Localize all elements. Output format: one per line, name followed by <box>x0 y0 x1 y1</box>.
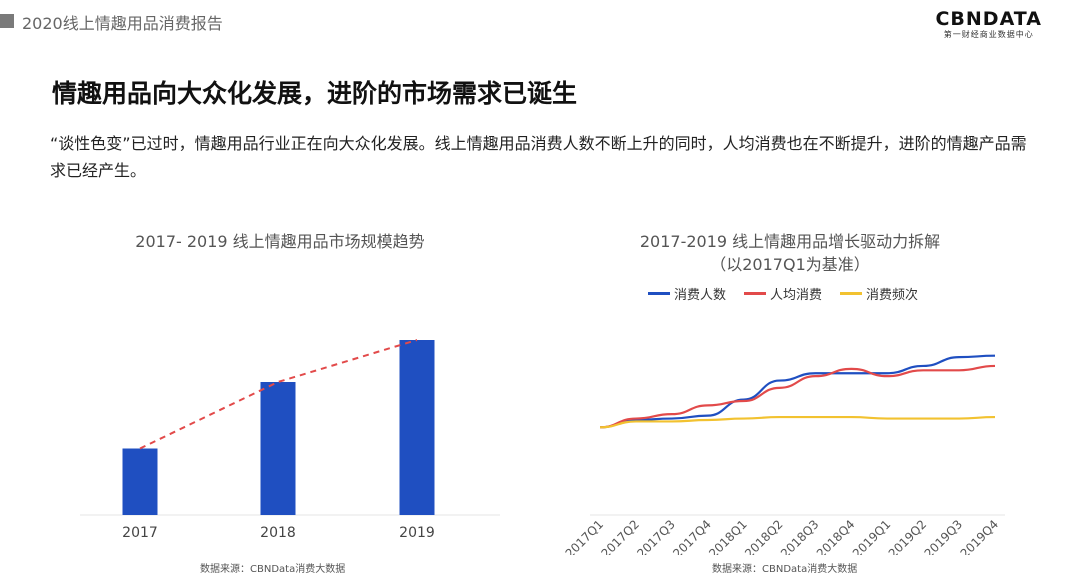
page-title: 情趣用品向大众化发展，进阶的市场需求已诞生 <box>52 79 578 108</box>
bar-tick-label: 2018 <box>260 525 296 541</box>
bar-chart-source: 数据来源：CBNData消费大数据 <box>200 564 346 575</box>
series-line-1 <box>599 364 996 429</box>
line-chart-legend: 消费人数 人均消费 消费频次 <box>648 284 918 303</box>
legend-swatch-frequency <box>840 292 863 295</box>
legend-label-frequency: 消费频次 <box>866 288 919 303</box>
legend-label-people: 消费人数 <box>674 288 727 303</box>
line-chart-source: 数据来源：CBNData消费大数据 <box>712 564 858 575</box>
legend-item-frequency: 消费频次 <box>840 284 918 303</box>
series-line-0 <box>599 354 996 429</box>
legend-label-per-capita: 人均消费 <box>770 288 823 303</box>
legend-item-people: 消费人数 <box>648 284 726 303</box>
header-square <box>0 14 14 28</box>
cbndata-logo: CBNDATA 第一财经商业数据中心 <box>935 8 1042 40</box>
report-title: 2020线上情趣用品消费报告 <box>22 14 223 33</box>
bar-2017 <box>122 448 158 515</box>
logo-subtext: 第一财经商业数据中心 <box>943 30 1034 39</box>
bar-chart-title: 2017- 2019 线上情趣用品市场规模趋势 <box>135 232 425 251</box>
bar-tick-label: 2019 <box>399 525 435 541</box>
bar-2019 <box>399 340 435 515</box>
description-text: “谈性色变”已过时，情趣用品行业正在向大众化发展。线上情趣用品消费人数不断上升的… <box>50 134 1027 180</box>
bar-2018 <box>260 382 296 515</box>
bar-tick-label: 2017 <box>122 525 158 541</box>
legend-swatch-per-capita <box>744 292 767 295</box>
legend-swatch-people <box>648 292 670 295</box>
line-chart-title: 2017-2019 线上情趣用品增长驱动力拆解 <box>639 232 941 251</box>
line-chart-subtitle: （以2017Q1为基准） <box>710 255 870 274</box>
line-chart: 2017Q12017Q22017Q32017Q42018Q12018Q22018… <box>563 354 1005 555</box>
series-line-2 <box>599 415 996 429</box>
bar-chart: 2017 2018 2019 <box>80 339 500 541</box>
line-tick-label: 2019Q4 <box>958 517 1002 555</box>
legend-item-per-capita: 人均消费 <box>744 284 822 303</box>
logo-text: CBNDATA <box>935 8 1042 30</box>
